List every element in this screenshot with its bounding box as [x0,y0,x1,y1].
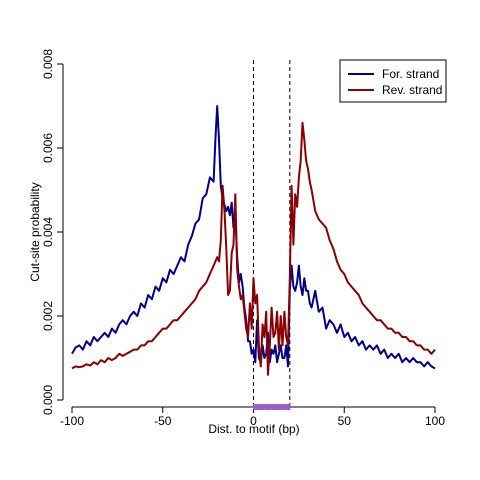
x-tick-label: 50 [338,414,352,428]
y-axis-label: Cut-site probability [28,182,42,281]
x-tick-label: 100 [425,414,445,428]
x-tick-label: -100 [60,414,84,428]
series-line-forward [71,105,436,370]
legend-label: Rev. strand [382,83,442,97]
axis-labels: Dist. to motif (bp) Cut-site probability [28,182,300,436]
motif-marker [253,404,291,410]
x-axis-label: Dist. to motif (bp) [208,422,299,436]
axes: -100 -50 0 50 100 0.000 0.002 0.004 0.006 0.008 [41,49,445,428]
y-tick-label: 0.004 [41,217,55,247]
series-line-reverse [71,121,436,376]
y-tick-label: 0.000 [41,385,55,415]
x-tick-label: -50 [154,414,172,428]
x-tick-label: 0 [250,414,257,428]
y-tick-label: 0.006 [41,133,55,163]
y-tick-label: 0.002 [41,301,55,331]
legend-box [339,59,447,103]
legend: For. strand Rev. strand [339,59,447,103]
legend-label: For. strand [382,67,439,81]
y-tick-label: 0.008 [41,49,55,79]
series-lines [71,105,436,376]
